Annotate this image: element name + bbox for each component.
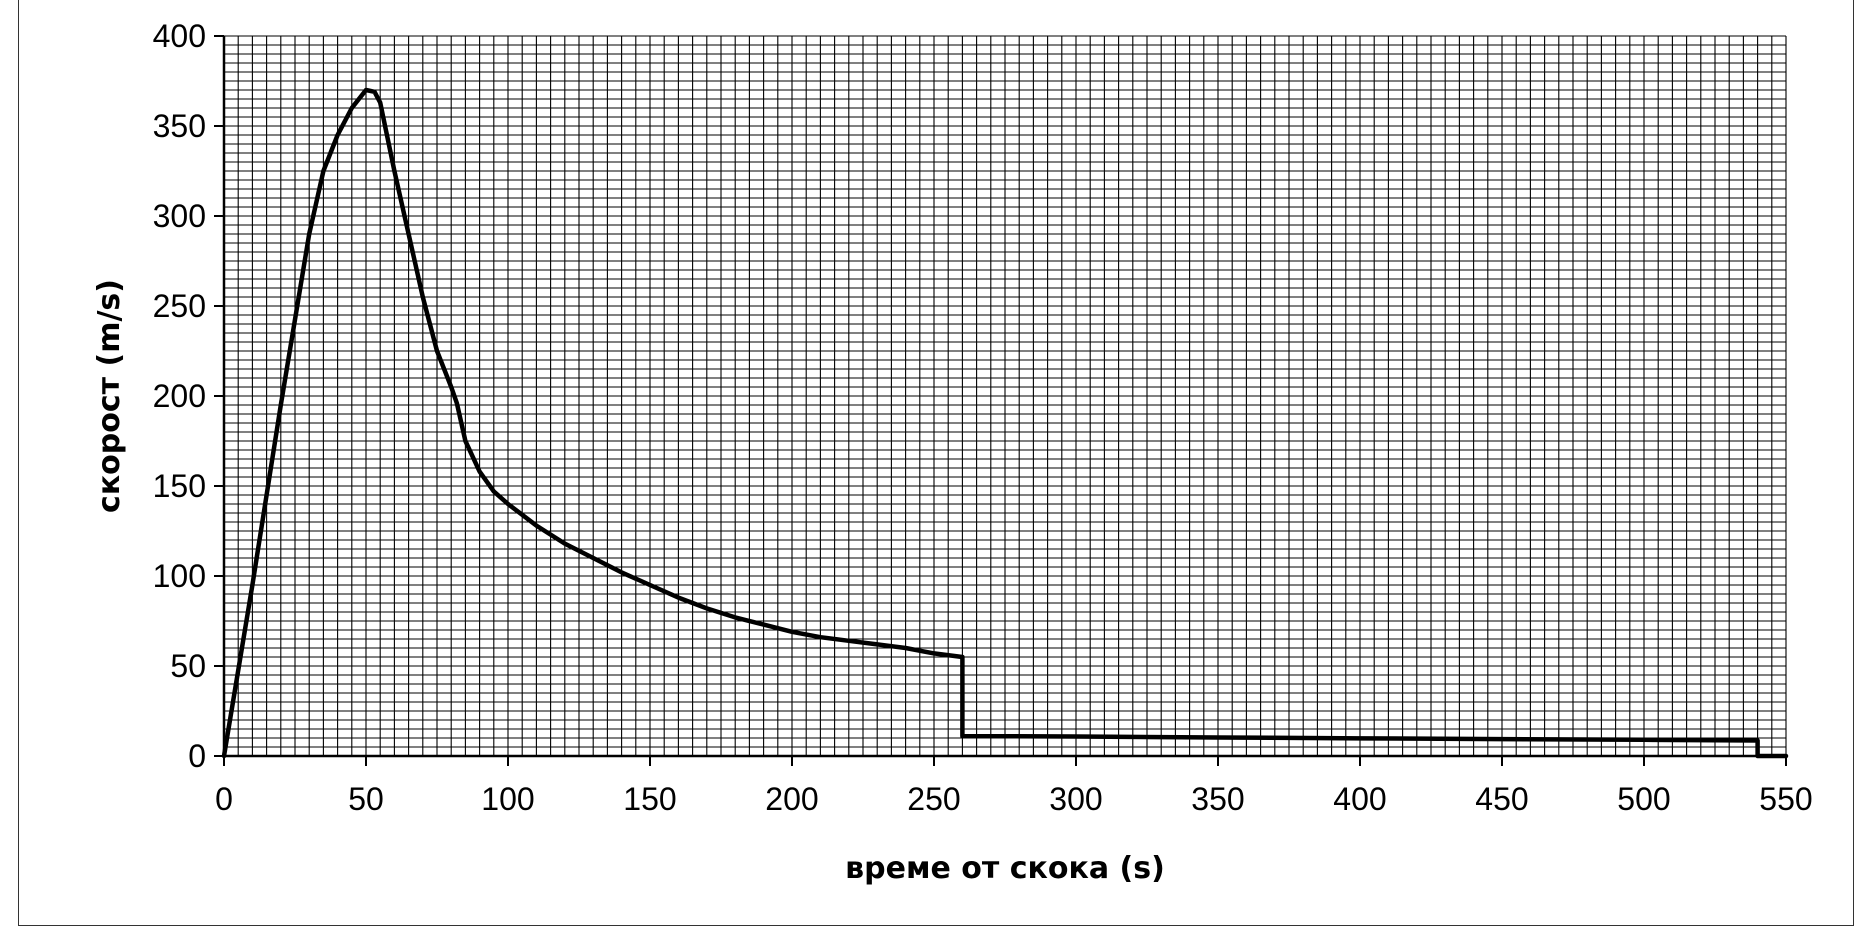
x-axis-title: време от скока (s) [845, 851, 1165, 886]
y-tick-label: 200 [153, 378, 206, 414]
x-tick-label: 100 [481, 781, 534, 817]
x-tick-label: 550 [1759, 781, 1812, 817]
y-tick-label: 350 [153, 108, 206, 144]
x-tick-label: 500 [1617, 781, 1670, 817]
y-tick-label: 100 [153, 558, 206, 594]
y-tick-label: 50 [170, 648, 206, 684]
x-tick-label: 450 [1475, 781, 1528, 817]
velocity-chart: 0 50 100 150 200 250 300 350 400 450 500 550 0 50 100… [92, 18, 1813, 886]
x-tick-label: 200 [765, 781, 818, 817]
x-tick-labels: 0 50 100 150 200 250 300 350 400 450 500 550 [215, 781, 1813, 817]
y-tick-label: 150 [153, 468, 206, 504]
y-tick-label: 400 [153, 18, 206, 54]
y-tick-label: 0 [188, 738, 206, 774]
x-tick-label: 250 [907, 781, 960, 817]
series [221, 87, 1789, 759]
x-tick-label: 0 [215, 781, 233, 817]
axes [214, 35, 1787, 766]
x-tick-label: 50 [348, 781, 384, 817]
y-tick-label: 250 [153, 288, 206, 324]
y-tick-label: 300 [153, 198, 206, 234]
series-line [221, 87, 1789, 759]
x-tick-label: 400 [1333, 781, 1386, 817]
chart-frame: 0 50 100 150 200 250 300 350 400 450 500 550 0 50 100… [18, 0, 1854, 926]
y-axis-title: скорост (m/s) [92, 279, 127, 513]
y-tick-labels: 0 50 100 150 200 250 300 350 400 [153, 18, 206, 774]
x-tick-label: 150 [623, 781, 676, 817]
x-tick-label: 300 [1049, 781, 1102, 817]
grid [223, 35, 1787, 757]
x-tick-label: 350 [1191, 781, 1244, 817]
